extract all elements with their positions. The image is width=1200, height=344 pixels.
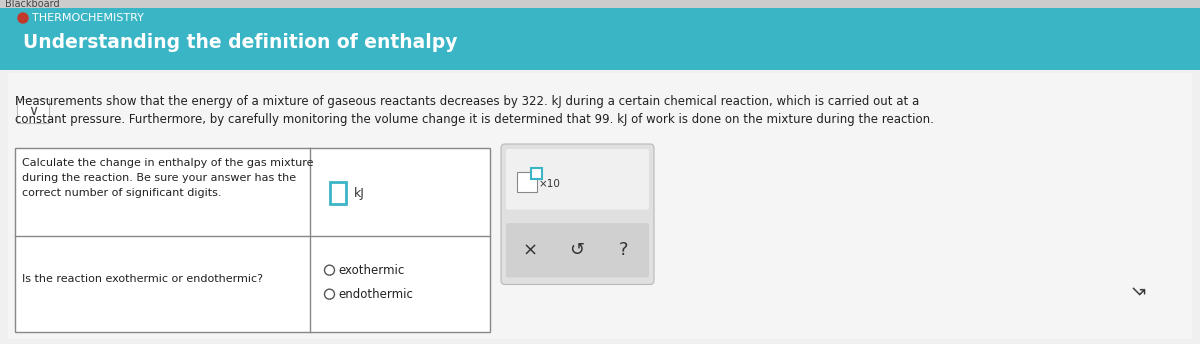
Text: Measurements show that the energy of a mixture of gaseous reactants decreases by: Measurements show that the energy of a m… (14, 95, 919, 108)
Text: kJ: kJ (354, 187, 365, 200)
Circle shape (324, 289, 335, 299)
Text: ×: × (522, 241, 538, 259)
FancyBboxPatch shape (502, 144, 654, 284)
Text: Understanding the definition of enthalpy: Understanding the definition of enthalpy (23, 32, 457, 52)
Text: exothermic: exothermic (338, 264, 404, 277)
Bar (0, 0, 1200, 8)
Text: ∨: ∨ (28, 104, 38, 118)
Text: ↳: ↳ (1128, 277, 1152, 301)
Bar (0, 0, 1200, 70)
Text: ?: ? (618, 241, 628, 259)
Circle shape (18, 13, 28, 23)
Bar (517, 172, 538, 192)
Text: endothermic: endothermic (338, 288, 413, 301)
Text: THERMOCHEMISTRY: THERMOCHEMISTRY (32, 13, 144, 23)
FancyBboxPatch shape (17, 99, 49, 123)
FancyBboxPatch shape (506, 149, 649, 209)
Text: Is the reaction exothermic or endothermic?: Is the reaction exothermic or endothermi… (22, 274, 263, 284)
Bar (8, 73, 1192, 339)
Text: ↺: ↺ (570, 241, 584, 259)
Bar (14, 148, 490, 332)
Text: ×10: ×10 (539, 179, 560, 189)
Bar (530, 168, 542, 179)
Text: during the reaction. Be sure your answer has the: during the reaction. Be sure your answer… (22, 173, 296, 183)
Text: constant pressure. Furthermore, by carefully monitoring the volume change it is : constant pressure. Furthermore, by caref… (14, 113, 934, 126)
Text: correct number of significant digits.: correct number of significant digits. (22, 188, 222, 198)
Circle shape (324, 265, 335, 275)
Bar (0, 70, 1200, 344)
FancyBboxPatch shape (506, 223, 649, 278)
Text: Calculate the change in enthalpy of the gas mixture: Calculate the change in enthalpy of the … (22, 158, 313, 168)
Text: Blackboard: Blackboard (5, 0, 60, 9)
Bar (330, 182, 346, 204)
